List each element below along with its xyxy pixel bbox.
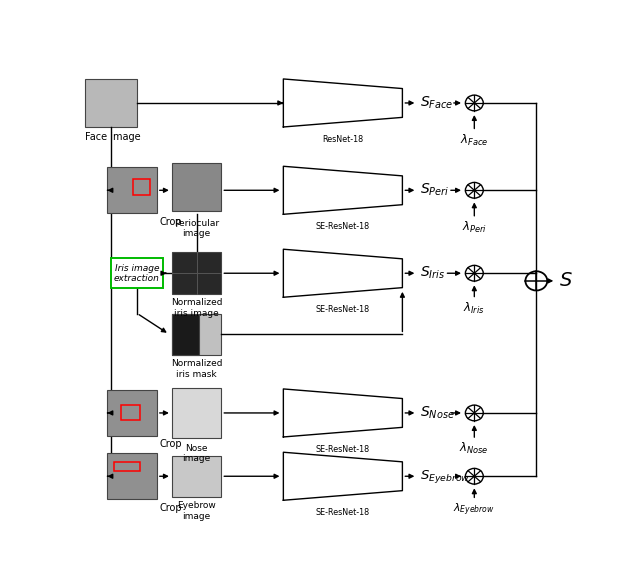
Text: $\lambda_{Peri}$: $\lambda_{Peri}$ <box>461 220 487 235</box>
Text: $\lambda_{Eyebrow}$: $\lambda_{Eyebrow}$ <box>453 502 495 518</box>
Text: $S_{Iris}$: $S_{Iris}$ <box>420 265 445 281</box>
Bar <box>172 314 221 355</box>
Text: Crop: Crop <box>159 503 182 513</box>
Bar <box>111 259 163 288</box>
Text: Iris image
extraction: Iris image extraction <box>114 264 160 283</box>
Bar <box>121 405 140 420</box>
Bar <box>172 314 199 355</box>
Text: ResNet-18: ResNet-18 <box>323 135 364 144</box>
Bar <box>108 390 157 436</box>
Text: $S_{Eyebrow}$: $S_{Eyebrow}$ <box>420 468 470 485</box>
Bar <box>172 455 221 497</box>
Text: Crop: Crop <box>159 217 182 227</box>
Text: $S_{Nose}$: $S_{Nose}$ <box>420 405 454 421</box>
Text: SE-ResNet-18: SE-ResNet-18 <box>316 222 370 231</box>
Text: Eyebrow
image: Eyebrow image <box>177 501 216 521</box>
Text: Nose
image: Nose image <box>182 444 211 463</box>
Text: SE-ResNet-18: SE-ResNet-18 <box>316 445 370 454</box>
Text: SE-ResNet-18: SE-ResNet-18 <box>316 305 370 314</box>
Text: SE-ResNet-18: SE-ResNet-18 <box>316 508 370 517</box>
Bar <box>172 388 221 438</box>
Text: Normalized
iris image: Normalized iris image <box>171 298 222 318</box>
Text: $S_{Face}$: $S_{Face}$ <box>420 95 453 111</box>
Bar <box>108 454 157 499</box>
Text: $\lambda_{Face}$: $\lambda_{Face}$ <box>460 133 488 148</box>
Text: $S_{Peri}$: $S_{Peri}$ <box>420 182 449 198</box>
Bar <box>172 252 221 294</box>
Text: Face image: Face image <box>85 132 141 142</box>
Text: $\lambda_{Nose}$: $\lambda_{Nose}$ <box>460 441 489 456</box>
Bar <box>172 163 221 211</box>
Text: Normalized
iris mask: Normalized iris mask <box>171 359 222 379</box>
Bar <box>133 179 150 195</box>
Text: $S$: $S$ <box>559 272 572 290</box>
Bar <box>85 79 137 127</box>
Text: $\lambda_{Iris}$: $\lambda_{Iris}$ <box>463 301 485 316</box>
Text: Periocular
image: Periocular image <box>174 219 219 238</box>
Bar <box>114 462 140 471</box>
Text: Crop: Crop <box>159 439 182 450</box>
Bar <box>108 167 157 213</box>
